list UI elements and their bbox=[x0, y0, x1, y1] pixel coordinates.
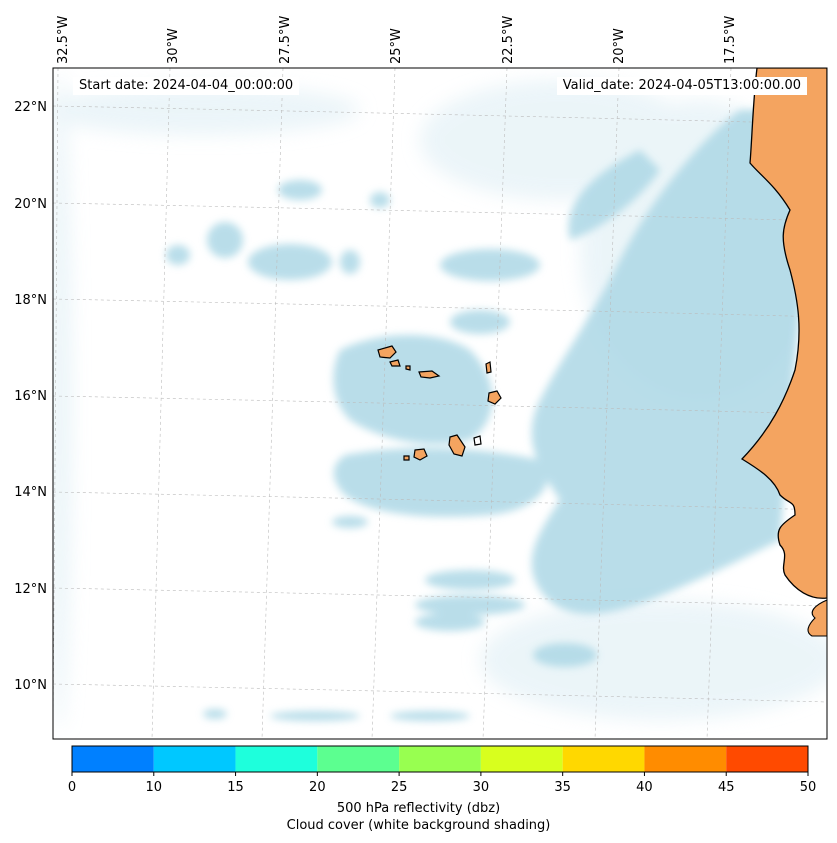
lon-label: 27.5°W bbox=[278, 16, 293, 64]
colorbar-tick-label: 20 bbox=[309, 780, 326, 795]
graticule bbox=[53, 68, 827, 739]
colorbar-frame bbox=[71, 745, 809, 773]
colorbar-segment bbox=[480, 746, 563, 772]
colorbar-segment bbox=[235, 746, 318, 772]
colorbar-segment bbox=[72, 746, 154, 772]
colorbar-tick-label: 25 bbox=[391, 780, 408, 795]
lon-label: 30°W bbox=[166, 28, 181, 64]
colorbar-tick-label: 35 bbox=[554, 780, 571, 795]
mainland-africa bbox=[740, 68, 827, 599]
island-sao-vicente bbox=[389, 359, 401, 367]
lat-label: 16°N bbox=[14, 389, 47, 404]
colorbar-tick-label: 45 bbox=[718, 780, 735, 795]
island-sal bbox=[485, 361, 492, 374]
cape-verde-islands bbox=[377, 345, 502, 461]
island-brava bbox=[403, 455, 410, 461]
colorbar-label: 500 hPa reflectivity (dbz) bbox=[336, 801, 501, 816]
colorbar-tick-label: 40 bbox=[636, 780, 653, 795]
lon-label: 17.5°W bbox=[723, 16, 738, 64]
colorbar: 0 10 15 20 25 30 35 40 45 50 bbox=[68, 745, 817, 795]
island-santa-luzia bbox=[405, 365, 411, 371]
colorbar-segment bbox=[399, 746, 481, 772]
lat-label: 10°N bbox=[14, 678, 47, 693]
colorbar-tick-label: 0 bbox=[68, 780, 76, 795]
lat-label: 12°N bbox=[14, 582, 47, 597]
start-date-label: Start date: 2024-04-04_00:00:00 bbox=[73, 77, 300, 95]
lon-label: 22.5°W bbox=[501, 16, 516, 64]
colorbar-segment bbox=[644, 746, 727, 772]
colorbar-segment bbox=[153, 746, 236, 772]
island-boa-vista bbox=[487, 390, 502, 405]
island-santiago bbox=[448, 434, 466, 457]
island-santo-antao bbox=[377, 345, 397, 359]
island-maio bbox=[473, 435, 482, 446]
lon-label: 32.5°W bbox=[56, 16, 71, 64]
bissau-coast bbox=[807, 599, 827, 637]
colorbar-segment bbox=[726, 746, 808, 772]
lat-label: 22°N bbox=[14, 100, 47, 115]
colorbar-tick-label: 30 bbox=[473, 780, 490, 795]
colorbar-tick-label: 10 bbox=[146, 780, 163, 795]
lon-label: 25°W bbox=[389, 28, 404, 64]
cloud-cover bbox=[166, 110, 800, 721]
lat-label: 14°N bbox=[14, 485, 47, 500]
lon-label: 20°W bbox=[612, 28, 627, 64]
map-panel bbox=[53, 68, 827, 739]
colorbar-tick-label: 50 bbox=[800, 780, 817, 795]
lat-label: 20°N bbox=[14, 197, 47, 212]
map-frame bbox=[52, 67, 828, 740]
island-sao-nicolau bbox=[418, 370, 441, 379]
island-fogo bbox=[413, 448, 428, 461]
colorbar-segment bbox=[562, 746, 645, 772]
lat-label: 18°N bbox=[14, 293, 47, 308]
colorbar-sublabel: Cloud cover (white background shading) bbox=[286, 818, 551, 833]
colorbar-tick-label: 15 bbox=[227, 780, 244, 795]
valid-date-label: Valid_date: 2024-04-05T13:00:00.00 bbox=[556, 77, 807, 95]
colorbar-segment bbox=[317, 746, 400, 772]
